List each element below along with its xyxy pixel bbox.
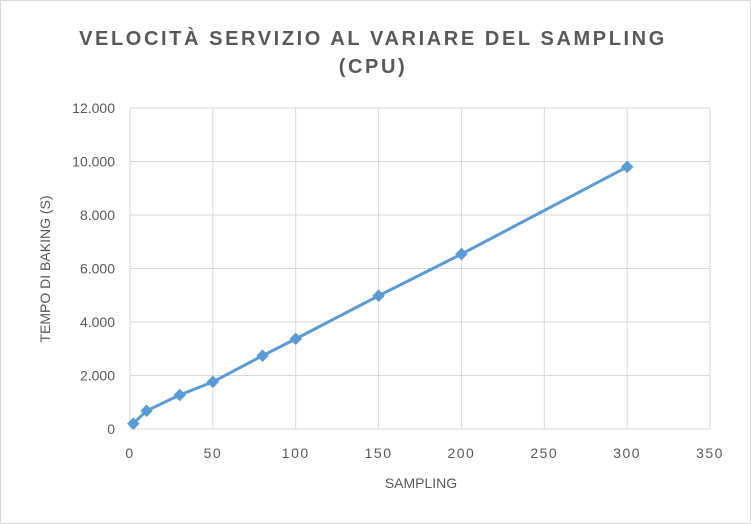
- y-tick-label: 6.000: [80, 261, 115, 277]
- y-tick-label: 4.000: [80, 314, 115, 330]
- data-point-marker: [173, 388, 187, 402]
- x-axis-label: SAMPLING: [385, 475, 457, 491]
- x-tick-label: 150: [365, 445, 393, 461]
- data-point-marker: [256, 349, 269, 363]
- data-point-marker: [289, 332, 303, 346]
- x-tick-label: 0: [125, 445, 134, 461]
- x-tick-labels: 0 50 100 150 200 250 300 350: [125, 445, 724, 461]
- data-point-marker: [206, 375, 220, 389]
- y-tick-label: 2.000: [80, 368, 115, 384]
- chart-title-line-1: VELOCITÀ SERVIZIO AL VARIARE DEL SAMPLIN…: [79, 27, 667, 50]
- data-point-marker: [126, 417, 140, 431]
- y-tick-label: 10.000: [72, 154, 115, 170]
- data-point-marker: [140, 404, 153, 418]
- grid-lines: [129, 107, 711, 430]
- x-tick-label: 250: [530, 445, 558, 461]
- x-tick-label: 300: [613, 445, 641, 461]
- y-tick-label: 8.000: [80, 207, 115, 223]
- y-tick-labels: 0 2.000 4.000 6.000 8.000 10.000 12.000: [72, 100, 115, 437]
- chart-title-line-2: (CPU): [339, 56, 408, 78]
- y-tick-label: 12.000: [72, 100, 115, 116]
- y-axis-label: TEMPO DI BAKING (S): [37, 195, 53, 342]
- series-group: [126, 160, 634, 431]
- x-tick-label: 50: [204, 445, 223, 461]
- y-tick-label: 0: [107, 421, 115, 437]
- data-point-marker: [372, 289, 385, 303]
- x-tick-label: 100: [282, 445, 310, 461]
- data-point-marker: [620, 160, 634, 174]
- x-tick-label: 200: [447, 445, 475, 461]
- data-point-marker: [455, 247, 468, 261]
- x-tick-label: 350: [696, 445, 724, 461]
